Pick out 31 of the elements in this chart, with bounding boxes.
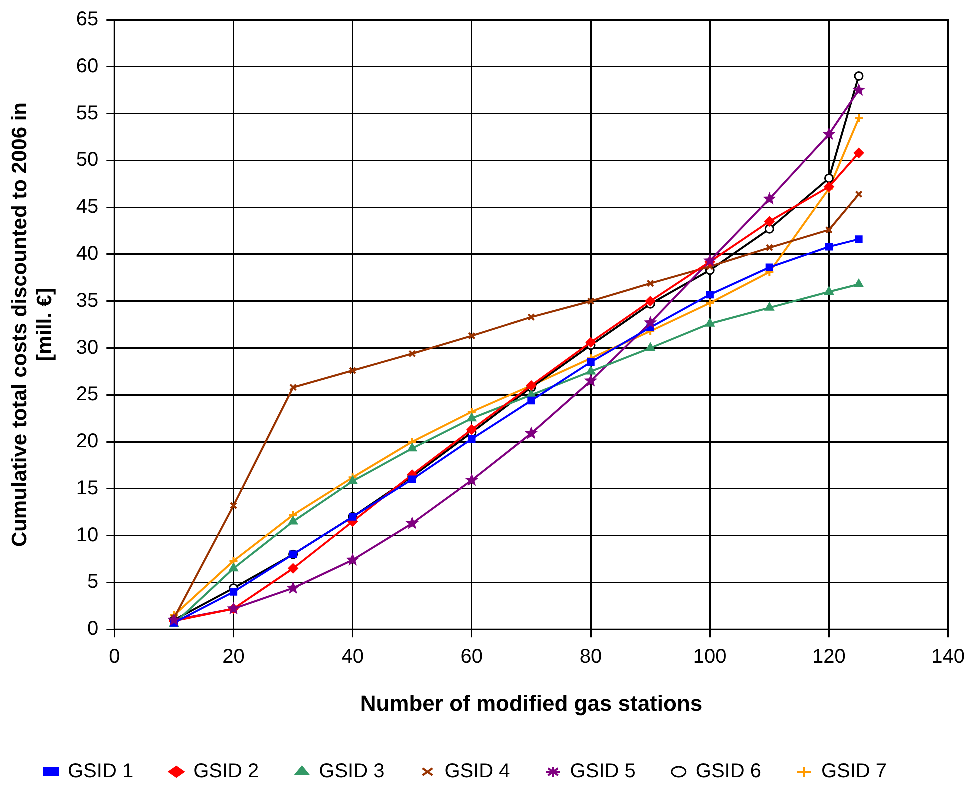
y-tick-label: 45 [76,196,99,218]
y-axis-title: Cumulative total costs discounted to 2006 in [mill. €] [8,102,57,548]
legend-label: GSID 2 [194,760,260,783]
y-tick-label: 10 [76,524,99,546]
legend-label: GSID 7 [821,760,888,783]
y-tick-label: 5 [88,571,99,594]
y-tick-label: 65 [76,8,99,31]
y-tick-label: 20 [76,430,99,453]
x-tick-label: 120 [812,646,846,668]
legend-label: GSID 5 [570,760,636,783]
y-tick-label: 55 [76,102,99,124]
y-tick-label: 25 [76,384,99,406]
x-axis-title: Number of modified gas stations [360,690,703,716]
y-tick-label: 35 [76,290,99,312]
legend-label: GSID 6 [696,760,762,783]
y-tick-label: 0 [88,618,99,640]
y-tick-label: 50 [76,149,99,172]
x-tick-label: 60 [460,646,484,668]
x-tick-label: 140 [932,646,966,668]
x-tick-label: 100 [693,646,727,668]
x-tick-label: 0 [109,646,120,668]
x-tick-label: 80 [580,646,602,668]
x-tick-label: 20 [222,646,245,668]
y-tick-label: 40 [76,242,99,265]
legend-label: GSID 3 [319,760,385,783]
y-tick-label: 60 [76,55,99,78]
y-tick-label: 30 [76,336,99,359]
legend-label: GSID 1 [68,760,134,783]
x-tick-label: 40 [342,646,364,668]
y-tick-label: 15 [76,477,99,500]
legend-label: GSID 4 [444,760,510,783]
